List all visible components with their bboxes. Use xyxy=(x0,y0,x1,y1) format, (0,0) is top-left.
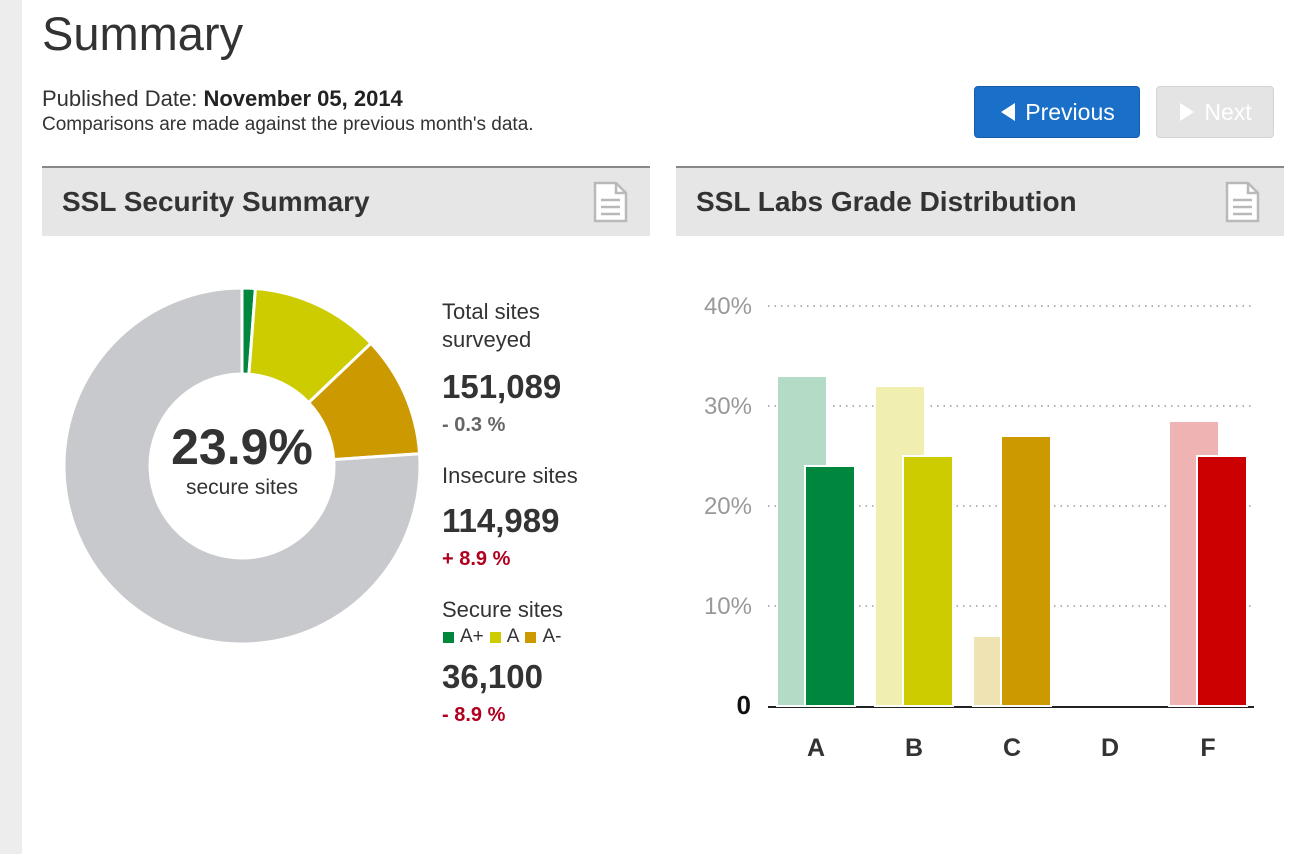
published-date: November 05, 2014 xyxy=(203,86,403,111)
secure-legend: A+ A A- xyxy=(443,626,567,648)
bar-b-current xyxy=(902,455,954,707)
security-summary-header: SSL Security Summary xyxy=(42,166,650,236)
secure-sites-change: - 8.9 % xyxy=(442,704,506,726)
secure-sites-value: 36,100 xyxy=(442,658,543,695)
comparison-note: Comparisons are made against the previou… xyxy=(42,114,534,135)
bar-c-current xyxy=(1000,435,1052,707)
donut-slice-insecure xyxy=(62,286,422,646)
insecure-sites-label: Insecure sites xyxy=(442,463,578,488)
donut-center-value: 23.9% xyxy=(171,419,313,475)
x-tick-label: D xyxy=(1101,734,1119,762)
x-tick-label: B xyxy=(905,734,923,762)
total-sites-value: 151,089 xyxy=(442,368,562,405)
legend-label-a-minus: A- xyxy=(542,626,562,647)
published-date-line: Published Date: November 05, 2014 xyxy=(42,86,403,112)
legend-swatch-a-plus xyxy=(443,631,454,643)
previous-button-label: Previous xyxy=(1025,98,1115,125)
grade-distribution-header: SSL Labs Grade Distribution xyxy=(676,166,1284,236)
bar-f-current xyxy=(1196,455,1248,707)
legend-item-a-plus: A+ xyxy=(443,626,484,648)
y-tick-label: 40% xyxy=(704,293,752,320)
donut-center-label: secure sites xyxy=(186,476,298,499)
legend-label-a-plus: A+ xyxy=(460,626,484,647)
x-tick-label: C xyxy=(1003,734,1021,762)
grade-distribution-chart: 0 10% 20% 30% 40% A B C D F xyxy=(704,293,1254,762)
y-tick-label: 10% xyxy=(704,593,752,620)
document-icon[interactable] xyxy=(592,180,630,224)
y-tick-label: 0 xyxy=(737,690,751,720)
x-tick-label: F xyxy=(1200,734,1215,762)
next-button[interactable]: Next xyxy=(1156,86,1274,138)
y-tick-label: 30% xyxy=(704,393,752,420)
triangle-right-icon xyxy=(1180,103,1195,121)
secure-sites-label: Secure sites xyxy=(442,597,564,622)
insecure-sites-change: + 8.9 % xyxy=(442,548,511,570)
next-button-label: Next xyxy=(1204,98,1252,125)
legend-swatch-a-minus xyxy=(525,631,537,643)
insecure-sites-value: 114,989 xyxy=(442,502,560,539)
published-label: Published Date: xyxy=(42,86,198,111)
legend-swatch-a xyxy=(489,631,501,643)
page-title: Summary xyxy=(42,7,244,60)
legend-label-a: A xyxy=(506,626,520,647)
x-tick-label: A xyxy=(807,734,825,762)
previous-button[interactable]: Previous xyxy=(974,86,1140,138)
total-sites-label: Total sites surveyed xyxy=(442,299,540,352)
secure-sites-donut: 23.9% secure sites xyxy=(62,286,422,646)
grade-distribution-title: SSL Labs Grade Distribution xyxy=(696,186,1077,217)
security-summary-title: SSL Security Summary xyxy=(62,186,370,217)
document-icon[interactable] xyxy=(1224,180,1262,224)
left-edge-strip xyxy=(0,0,22,854)
total-sites-change: - 0.3 % xyxy=(442,414,506,436)
triangle-left-icon xyxy=(1001,103,1016,121)
legend-item-a: A xyxy=(489,626,520,648)
y-tick-label: 20% xyxy=(704,493,752,520)
bar-a-current xyxy=(804,465,856,707)
legend-item-a-minus: A- xyxy=(525,626,561,648)
